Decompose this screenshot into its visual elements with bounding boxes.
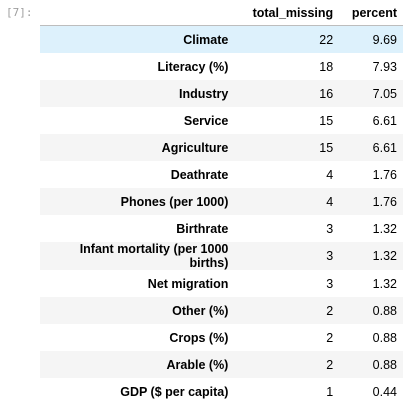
total-missing-cell: 2 (326, 303, 334, 318)
table-body: Climate 22 9.69 Literacy (%) 18 7.93 Industry 1… (40, 25, 403, 405)
header-row: total_missing percent (40, 0, 403, 26)
percent-cell: 0.88 (372, 357, 397, 372)
percent-cell: 1.76 (372, 167, 397, 182)
total-missing-cell: 4 (326, 167, 334, 182)
row-index-label: Other (%) (172, 303, 229, 318)
table-row[interactable]: Birthrate 3 1.32 (40, 215, 403, 242)
table-row[interactable]: Phones (per 1000) 4 1.76 (40, 188, 403, 215)
row-index-label: GDP ($ per capita) (120, 384, 229, 399)
row-index-label: Net migration (147, 276, 229, 291)
table-row[interactable]: Service 15 6.61 (40, 107, 403, 134)
row-index-label: Service (183, 113, 229, 128)
total-missing-cell: 22 (319, 32, 334, 47)
total-missing-cell: 15 (319, 113, 334, 128)
row-index-label: Climate (183, 32, 229, 47)
table-row[interactable]: Literacy (%) 18 7.93 (40, 53, 403, 80)
total-missing-cell: 1 (326, 384, 334, 399)
table-row[interactable]: Other (%) 2 0.88 (40, 297, 403, 324)
percent-cell: 0.88 (372, 330, 397, 345)
table-row[interactable]: GDP ($ per capita) 1 0.44 (40, 378, 403, 405)
percent-cell: 0.44 (372, 384, 397, 399)
total-missing-cell: 16 (319, 86, 334, 101)
row-index-label: Crops (%) (169, 330, 229, 345)
row-index-label: Birthrate (176, 221, 229, 236)
total-missing-column-header: total_missing (234, 0, 340, 26)
row-index-label: Infant mortality (per 1000 births) (79, 242, 229, 270)
row-index-label: Deathrate (170, 167, 229, 182)
percent-cell: 7.05 (372, 86, 397, 101)
index-column-header (40, 0, 235, 26)
cell-execution-count: [7]: (6, 6, 33, 19)
total-missing-cell: 18 (319, 59, 334, 74)
cell-output-area: total_missing percent Climate 22 9.69 Liter… (40, 0, 405, 405)
total-missing-cell: 3 (326, 249, 334, 263)
table-row[interactable]: Net migration 3 1.32 (40, 270, 403, 297)
row-index-label: Arable (%) (166, 357, 229, 372)
percent-cell: 9.69 (372, 32, 397, 47)
table-row[interactable]: Climate 22 9.69 (40, 25, 403, 53)
row-index-label: Literacy (%) (157, 59, 229, 74)
percent-cell: 0.88 (372, 303, 397, 318)
percent-cell: 7.93 (372, 59, 397, 74)
table-row[interactable]: Agriculture 15 6.61 (40, 134, 403, 161)
percent-cell: 1.32 (372, 249, 397, 263)
total-missing-cell: 3 (326, 221, 334, 236)
total-missing-cell: 2 (326, 330, 334, 345)
percent-cell: 6.61 (372, 140, 397, 155)
percent-cell: 1.76 (372, 194, 397, 209)
row-index-label: Industry (179, 86, 229, 101)
percent-cell: 1.32 (372, 221, 397, 236)
row-index-label: Agriculture (161, 140, 229, 155)
total-missing-cell: 4 (326, 194, 334, 209)
table-row[interactable]: Industry 16 7.05 (40, 80, 403, 107)
dataframe-table: total_missing percent Climate 22 9.69 Liter… (40, 0, 403, 405)
total-missing-cell: 3 (326, 276, 334, 291)
total-missing-cell: 2 (326, 357, 334, 372)
percent-cell: 6.61 (372, 113, 397, 128)
table-row[interactable]: Crops (%) 2 0.88 (40, 324, 403, 351)
total-missing-cell: 15 (319, 140, 334, 155)
row-index-label: Phones (per 1000) (120, 194, 229, 209)
percent-cell: 1.32 (372, 276, 397, 291)
percent-column-header: percent (339, 0, 403, 26)
table-row[interactable]: Arable (%) 2 0.88 (40, 351, 403, 378)
table-row[interactable]: Deathrate 4 1.76 (40, 161, 403, 188)
table-header: total_missing percent (40, 0, 403, 26)
table-row[interactable]: Infant mortality (per 1000 births) 3 1.32 (40, 242, 403, 270)
